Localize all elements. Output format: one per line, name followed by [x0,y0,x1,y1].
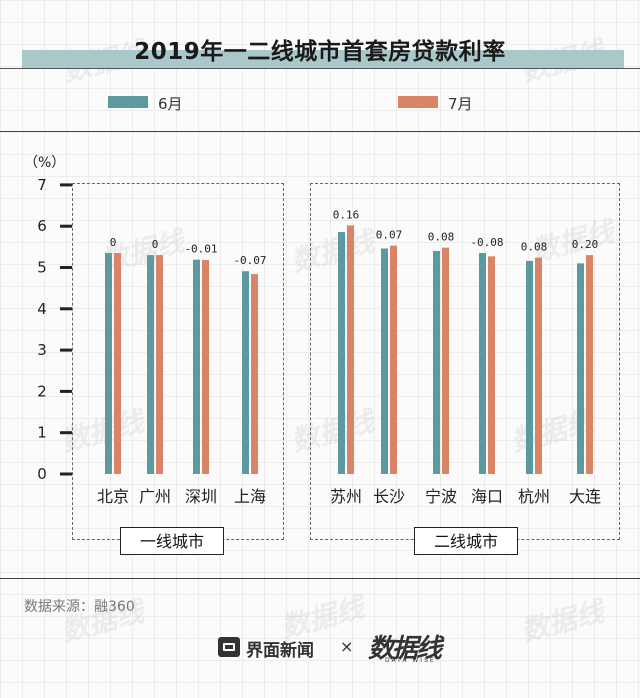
y-tick-label-2: 2 [37,382,47,400]
y-tick-label-5: 5 [37,259,47,277]
bar-july-大连 [586,255,593,474]
bar-june-苏州 [338,231,345,474]
data-label-北京: 0 [110,236,117,249]
bar-july-深圳 [202,260,209,474]
x-tick-label-大连: 大连 [569,487,601,506]
legend-swatch-july [398,96,438,108]
x-tick-label-北京: 北京 [97,487,129,506]
bar-july-长沙 [390,245,397,474]
chart-title: 2019年一二线城市首套房贷款利率 [134,39,506,65]
x-tick-label-深圳: 深圳 [185,487,217,506]
y-tick-label-7: 7 [37,176,47,194]
legend-label-june: 6月 [158,95,183,113]
bar-june-上海 [242,271,249,474]
group-label-tier2: 二线城市 [414,527,518,555]
y-axis-unit: （%） [24,155,66,171]
data-label-长沙: 0.07 [376,229,403,242]
x-tick-label-宁波: 宁波 [425,487,457,506]
group-label-tier1: 一线城市 [120,527,224,555]
brand-jiemian: 界面新闻 [246,641,314,661]
bar-july-杭州 [535,257,542,474]
bar-june-宁波 [433,250,440,474]
legend-item-july: 7月 [398,93,518,113]
header-rule [0,131,640,132]
x-tick-label-苏州: 苏州 [330,487,362,506]
data-label-杭州: 0.08 [521,241,548,254]
bar-june-杭州 [526,260,533,474]
bar-july-上海 [251,274,258,474]
y-tick-label-6: 6 [37,217,47,235]
bar-june-广州 [147,255,154,474]
data-label-大连: 0.20 [572,238,599,251]
times-sign: × [340,637,354,656]
bar-july-宁波 [442,247,449,474]
footer-rule [0,578,640,579]
bar-june-北京 [105,253,112,474]
bar-june-深圳 [193,259,200,474]
data-label-海口: -0.08 [470,236,503,249]
bar-june-长沙 [381,248,388,474]
legend-label-july: 7月 [448,95,473,113]
bar-july-海口 [488,256,495,474]
brand-datawise-sub: DATA WISE [385,657,436,664]
bar-july-北京 [114,253,121,474]
y-tick-label-0: 0 [37,465,47,483]
y-tick-label-1: 1 [37,424,47,442]
title-underline [0,68,640,69]
x-tick-label-杭州: 杭州 [518,487,550,506]
x-tick-label-广州: 广州 [139,487,171,506]
data-label-上海: -0.07 [233,254,266,267]
jiemian-logo-icon [218,637,240,657]
title-band [22,50,624,69]
bar-july-广州 [156,255,163,474]
data-label-宁波: 0.08 [428,231,455,244]
watermark-11: 数据线 [517,594,608,649]
brand-datawise-logo: 数据线 [368,634,442,664]
bar-june-海口 [479,253,486,474]
data-label-深圳: -0.01 [184,243,217,256]
y-tick-label-4: 4 [37,300,47,318]
x-tick-label-长沙: 长沙 [373,487,405,506]
bar-chart: 0 1 2 3 4 5 6 7 0 北京 0 广州 -0.01 深圳 -0.07 上海 0.16 苏州 0.07 长沙… [37,176,601,506]
y-tick-label-3: 3 [37,341,47,359]
bar-july-苏州 [347,225,354,474]
data-label-广州: 0 [152,238,159,251]
data-label-苏州: 0.16 [333,208,360,221]
legend-swatch-june [108,96,148,108]
x-tick-label-上海: 上海 [234,487,266,506]
x-tick-label-海口: 海口 [471,487,503,506]
legend-item-june: 6月 [108,93,228,113]
source-note: 数据来源：融360 [24,599,135,615]
bar-june-大连 [577,263,584,474]
